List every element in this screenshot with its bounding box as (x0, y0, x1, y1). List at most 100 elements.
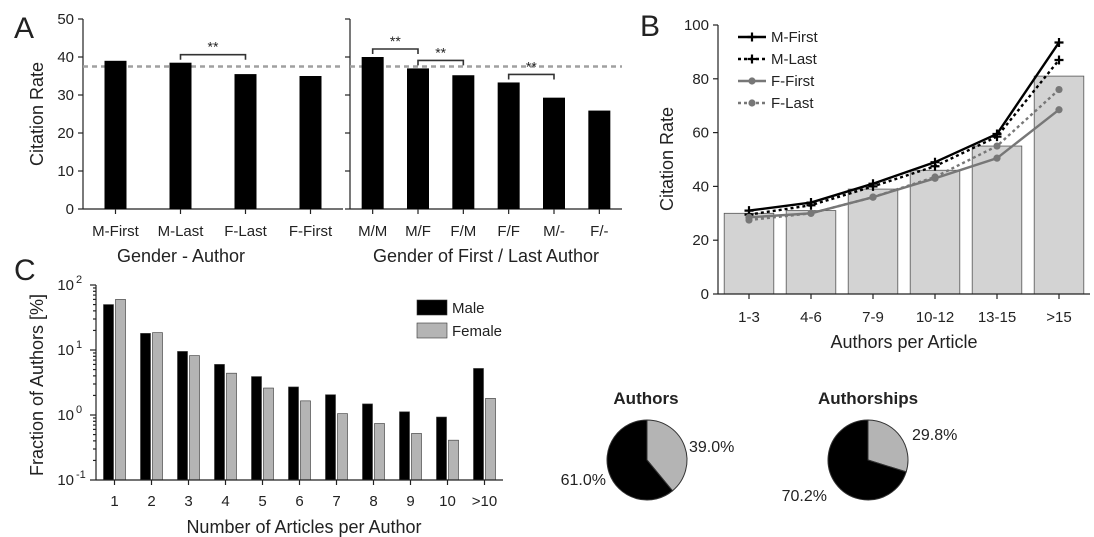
pie-slice-label: 61.0% (561, 472, 606, 489)
x-tick-label: 8 (369, 493, 377, 510)
y-tick-label: 10 (57, 163, 74, 180)
significance-bracket (179, 53, 247, 60)
data-point (868, 181, 878, 191)
y-tick-label: 0 (66, 201, 74, 218)
pie-slice (867, 419, 909, 473)
x-tick-label: 13-15 (978, 309, 1016, 326)
bar-female (448, 439, 459, 481)
pie-slice-label: 39.0% (689, 439, 734, 456)
x-tick-label: 4-6 (800, 309, 822, 326)
x-tick-label: >10 (472, 493, 497, 510)
y-tick-label: 100 (684, 17, 709, 34)
legend-label: F-First (771, 73, 815, 90)
bar (169, 62, 192, 210)
x-tick-label: 6 (295, 493, 303, 510)
bar-male (140, 333, 151, 481)
legend-swatch (416, 322, 448, 339)
legend-marker (748, 99, 756, 107)
y-tick-label: 20 (692, 232, 709, 249)
y-tick-label: 20 (57, 125, 74, 142)
data-point (1054, 37, 1064, 47)
y-tick-label: 10 (57, 407, 74, 424)
y-axis-title: Citation Rate (27, 62, 47, 166)
bar (543, 97, 565, 209)
pie-title: Authorships (818, 389, 918, 408)
data-point (869, 193, 877, 201)
pie-slice-label: 29.8% (912, 427, 957, 444)
y-axis-title: Citation Rate (657, 107, 677, 211)
data-point (993, 154, 1001, 162)
bar-female (374, 423, 385, 481)
data-point (931, 173, 939, 181)
background-bar (909, 169, 961, 295)
y-tick-label: 10 (57, 472, 74, 489)
y-tick-label: 10 (57, 277, 74, 294)
significance-label: ** (208, 39, 219, 55)
x-tick-label: 9 (406, 493, 414, 510)
data-point (1054, 55, 1064, 65)
significance-label: ** (435, 44, 446, 60)
background-bar (847, 188, 899, 295)
data-point (745, 216, 753, 224)
bar-female (300, 400, 311, 481)
bar-female (263, 387, 274, 481)
x-axis-title: Gender - Author (117, 246, 245, 266)
y-tick-label: 40 (692, 178, 709, 195)
bar (299, 76, 322, 209)
bar-male (436, 416, 447, 481)
y-tick-exponent: 0 (76, 404, 82, 416)
x-tick-label: M/- (543, 223, 565, 240)
bar-female (411, 433, 422, 481)
background-bar (785, 210, 837, 295)
y-tick-exponent: -1 (76, 469, 86, 481)
bar (234, 74, 257, 209)
significance-label: ** (390, 33, 401, 49)
panel-label-c: C (14, 254, 36, 287)
data-point (930, 161, 940, 171)
legend-label: M-First (771, 29, 818, 46)
bar (104, 60, 127, 209)
bar (497, 82, 520, 209)
x-axis-title: Authors per Article (830, 332, 977, 352)
significance-bracket (507, 73, 555, 80)
data-point (1055, 85, 1063, 94)
bar-male (288, 386, 299, 481)
x-tick-label: 2 (147, 493, 155, 510)
x-tick-label: F-Last (224, 223, 267, 240)
x-tick-label: 1 (110, 493, 118, 510)
pie-slice (646, 419, 688, 492)
y-tick-label: 60 (692, 125, 709, 142)
x-tick-label: 7 (332, 493, 340, 510)
data-point (807, 209, 815, 217)
y-tick-label: 50 (57, 11, 74, 28)
bar-male (214, 364, 225, 481)
bar-female (115, 299, 126, 481)
legend-label: Male (452, 300, 485, 317)
panel-label-a: A (14, 12, 34, 45)
series-line-m-first (748, 41, 1060, 212)
bar-female (226, 372, 237, 481)
pie-slice-label: 70.2% (782, 488, 827, 505)
bar-male (251, 376, 262, 481)
legend-marker (747, 54, 757, 64)
y-tick-label: 10 (57, 342, 74, 359)
bar-male (103, 304, 114, 481)
x-tick-label: F/M (450, 223, 476, 240)
significance-bracket (417, 59, 465, 66)
x-tick-label: F/F (497, 223, 520, 240)
y-axis-title: Fraction of Authors [%] (27, 294, 47, 476)
bar-female (485, 398, 496, 481)
legend-label: M-Last (771, 51, 818, 68)
background-bar (971, 145, 1023, 295)
x-tick-label: >15 (1046, 309, 1071, 326)
x-axis-title: Number of Articles per Author (186, 517, 421, 537)
bar-female (189, 355, 200, 481)
bar (361, 57, 384, 209)
pie-slice (606, 419, 674, 501)
bar-male (177, 351, 188, 481)
bar (588, 110, 611, 209)
x-tick-label: M-First (92, 223, 139, 240)
background-bar (723, 212, 775, 295)
bar-male (473, 368, 484, 481)
